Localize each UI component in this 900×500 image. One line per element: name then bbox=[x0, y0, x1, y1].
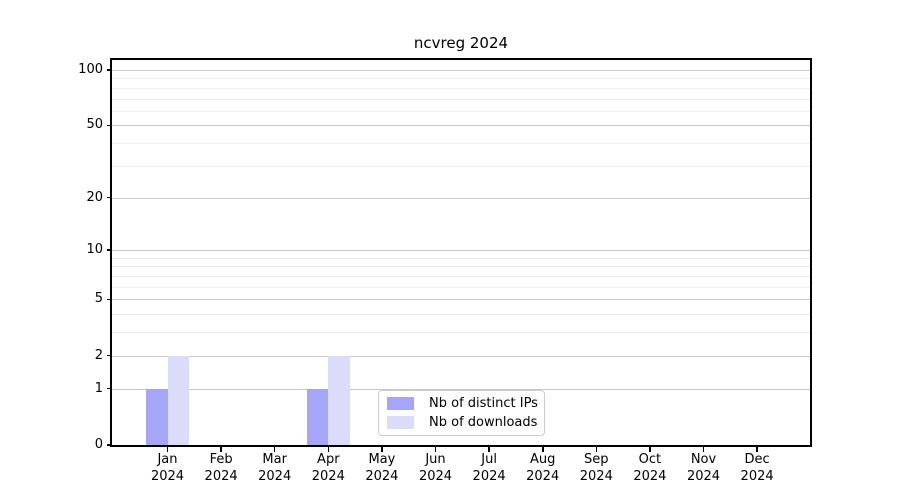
grid-line-major bbox=[112, 299, 810, 301]
y-tick-mark bbox=[107, 196, 112, 199]
grid-line-minor bbox=[112, 314, 810, 316]
grid-line-minor bbox=[112, 143, 810, 145]
x-tick-mark bbox=[756, 447, 758, 452]
x-tick-mark bbox=[220, 447, 222, 452]
grid-line-minor bbox=[112, 266, 810, 268]
grid-line-major bbox=[112, 355, 810, 357]
y-tick-mark bbox=[107, 387, 112, 390]
bar-distinct-ips bbox=[306, 388, 329, 445]
x-tick-mark bbox=[542, 447, 544, 452]
x-tick-mark bbox=[273, 447, 276, 452]
grid-line-minor bbox=[112, 165, 810, 167]
y-tick-label: 5 bbox=[94, 291, 103, 307]
y-tick-mark bbox=[107, 124, 112, 127]
grid-line-major bbox=[112, 125, 810, 127]
y-tick-label: 50 bbox=[86, 117, 103, 133]
chart-title: ncvreg 2024 bbox=[413, 34, 509, 52]
grid-line-minor bbox=[112, 332, 810, 334]
y-tick-label: 2 bbox=[94, 347, 103, 363]
x-tick-mark bbox=[649, 447, 651, 452]
x-tick-label: Nov 2024 bbox=[686, 452, 721, 484]
grid-line-minor bbox=[112, 276, 810, 277]
x-tick-mark bbox=[488, 447, 490, 452]
legend-item: Nb of downloads bbox=[387, 414, 538, 431]
grid-line-major bbox=[112, 250, 810, 252]
x-tick-label: Feb 2024 bbox=[204, 452, 238, 484]
y-tick-label: 0 bbox=[94, 437, 103, 452]
x-tick-mark bbox=[434, 447, 437, 452]
x-tick-label: Mar 2024 bbox=[258, 452, 292, 484]
grid-line-major bbox=[112, 388, 810, 390]
legend-label: Nb of distinct IPs bbox=[429, 395, 538, 411]
x-tick-label: Sep 2024 bbox=[579, 452, 613, 484]
grid-line-minor bbox=[112, 257, 810, 259]
y-tick-mark bbox=[107, 69, 112, 71]
grid-line-minor bbox=[112, 98, 810, 100]
legend-swatch bbox=[387, 416, 414, 429]
x-tick-label: Apr 2024 bbox=[311, 452, 345, 484]
legend: Nb of distinct IPs Nb of downloads bbox=[378, 390, 545, 436]
grid-line-minor bbox=[112, 87, 810, 89]
y-tick-mark bbox=[107, 249, 112, 251]
grid-line-major bbox=[112, 69, 810, 71]
x-tick-mark bbox=[166, 447, 169, 452]
plot-area bbox=[112, 60, 810, 445]
legend-label: Nb of downloads bbox=[429, 414, 538, 430]
x-tick-label: Jul 2024 bbox=[472, 452, 506, 484]
x-tick-mark bbox=[381, 447, 383, 452]
x-tick-label: May 2024 bbox=[365, 452, 399, 484]
grid-line-major bbox=[112, 197, 810, 199]
x-tick-label: Jun 2024 bbox=[418, 452, 453, 484]
grid-line-minor bbox=[112, 78, 810, 80]
x-tick-mark bbox=[702, 447, 705, 452]
x-tick-mark bbox=[327, 447, 330, 452]
bar-downloads bbox=[328, 355, 350, 445]
y-tick-mark bbox=[107, 354, 112, 357]
x-tick-label: Oct 2024 bbox=[633, 452, 667, 484]
legend-swatch bbox=[387, 397, 414, 410]
x-tick-label: Dec 2024 bbox=[740, 452, 774, 484]
y-tick-mark bbox=[107, 298, 112, 301]
x-tick-mark bbox=[595, 447, 597, 452]
y-tick-label: 20 bbox=[86, 189, 103, 205]
y-tick-mark bbox=[107, 444, 112, 446]
legend-item: Nb of distinct IPs bbox=[387, 395, 538, 412]
y-tick-label: 1 bbox=[94, 380, 103, 396]
x-tick-label: Aug 2024 bbox=[526, 452, 560, 484]
grid-line-minor bbox=[112, 110, 810, 112]
bar-downloads bbox=[167, 355, 189, 445]
grid-line-minor bbox=[112, 286, 810, 288]
y-tick-label: 100 bbox=[78, 61, 103, 77]
x-tick-label: Jan 2024 bbox=[150, 452, 185, 484]
bar-distinct-ips bbox=[146, 388, 168, 445]
y-tick-label: 10 bbox=[86, 242, 103, 258]
